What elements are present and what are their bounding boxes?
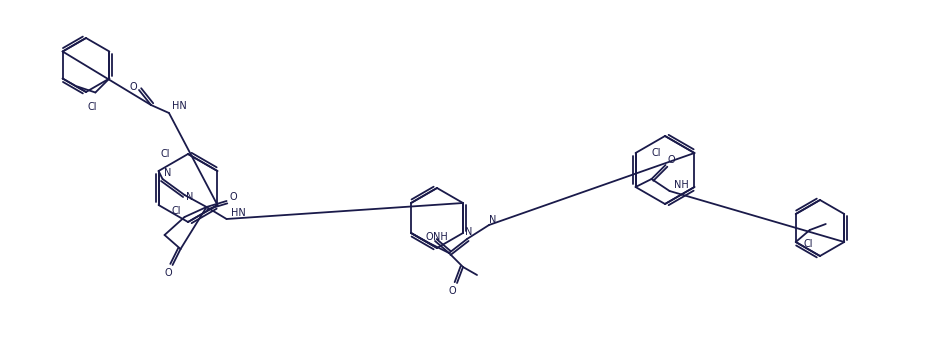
Text: HN: HN [230, 208, 245, 218]
Text: O: O [425, 232, 432, 242]
Text: O: O [230, 192, 238, 202]
Text: N: N [185, 192, 193, 202]
Text: Cl: Cl [88, 101, 97, 112]
Text: O: O [165, 268, 172, 278]
Text: NH: NH [433, 232, 447, 242]
Text: Cl: Cl [651, 148, 661, 158]
Text: O: O [448, 286, 456, 296]
Text: Cl: Cl [160, 149, 170, 159]
Text: Cl: Cl [803, 239, 813, 249]
Text: Cl: Cl [171, 206, 182, 216]
Text: O: O [667, 155, 676, 165]
Text: O: O [130, 82, 137, 92]
Text: N: N [465, 227, 473, 237]
Text: HN: HN [172, 101, 186, 111]
Text: NH: NH [674, 180, 689, 190]
Text: N: N [489, 215, 497, 225]
Text: N: N [164, 168, 171, 178]
